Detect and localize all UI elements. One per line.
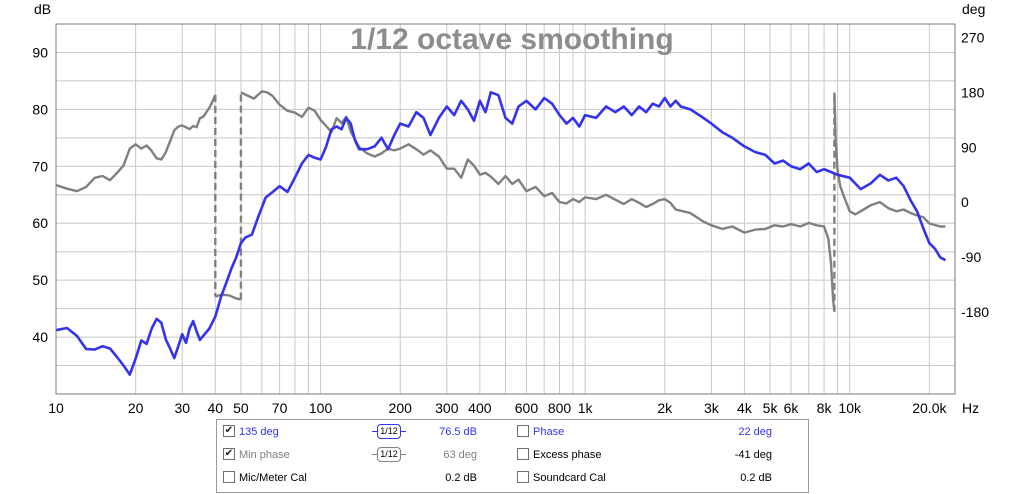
series-layer [55,90,947,376]
legend-label: Soundcard Cal [533,472,606,484]
legend-checkbox[interactable]: ✔ [223,448,235,460]
x-tick-label: 400 [468,400,492,416]
right-axis-unit: deg [962,1,985,17]
smoothing-box: 1/12 [377,447,401,462]
x-tick-label: 10 [48,400,64,416]
right-tick-label: 90 [961,139,977,155]
legend-row: ✔ 135 deg 1/12 76.5 dB Phase 22 deg [217,422,808,440]
legend-value: 0.2 dB [445,472,477,484]
x-tick-label: 40 [207,400,223,416]
smoothing-line [372,454,377,455]
smoothing-line [372,431,377,432]
x-tick-label: 5k [763,400,779,416]
x-tick-label: 600 [515,400,539,416]
x-tick-label: 6k [784,400,800,416]
right-tick-label: -90 [961,249,981,265]
legend-value: 76.5 dB [439,426,477,438]
left-tick-label: 80 [32,101,48,117]
series-min-phase [55,90,946,312]
chart-title: 1/12 octave smoothing [350,23,673,56]
x-tick-label: 70 [272,400,288,416]
x-tick-label: 3k [704,400,720,416]
legend-checkbox[interactable] [517,425,529,437]
frequency-response-chart: 90 80 70 60 50 40 270 180 90 0 -90 -180 10 20 30 40 50… [32,1,989,416]
legend-label: Excess phase [533,449,602,461]
left-tick-label: 40 [32,329,48,345]
x-tick-label: 10k [838,400,862,416]
x-axis-ticks: 10 20 30 40 50 70 100 200 300 400 600 800 1k 2k 3k 4k 5k… [48,400,947,416]
series-line [55,91,947,376]
left-axis-unit: dB [34,1,51,17]
series-line [214,293,242,301]
left-tick-label: 50 [32,272,48,288]
smoothing-line [401,454,406,455]
x-tick-label: 300 [435,400,459,416]
legend-value: 63 deg [443,449,477,461]
left-tick-label: 70 [32,158,48,174]
x-tick-label: 200 [389,400,413,416]
smoothing-indicator[interactable]: 1/12 [372,446,406,462]
x-tick-label: 2k [657,400,673,416]
x-tick-label: 800 [548,400,572,416]
x-tick-label: 1k [578,400,594,416]
x-axis-unit: Hz [962,400,979,416]
left-tick-label: 90 [32,44,48,60]
legend-label: Mic/Meter Cal [239,472,307,484]
x-tick-label: 20 [128,400,144,416]
right-tick-label: -180 [961,304,989,320]
right-tick-label: 270 [961,30,985,46]
legend-row: ✔ Min phase 1/12 63 deg Excess phase -41 deg [217,445,808,463]
legend-value: 22 deg [738,426,772,438]
legend-label: Phase [533,426,565,438]
legend-value: 0.2 dB [740,472,772,484]
legend-checkbox[interactable] [223,471,235,483]
right-axis-ticks: 270 180 90 0 -90 -180 [961,30,989,320]
left-tick-label: 60 [32,215,48,231]
x-tick-label: 4k [737,400,753,416]
x-tick-label: 50 [233,400,249,416]
x-tick-label: 8k [817,400,833,416]
x-tick-label: 20.0k [912,400,947,416]
legend-checkbox[interactable] [517,448,529,460]
legend-row: Mic/Meter Cal 0.2 dB Soundcard Cal 0.2 dB [217,468,808,486]
x-tick-label: 30 [174,400,190,416]
smoothing-line [401,431,406,432]
series-line [55,94,217,193]
legend-value: -41 deg [734,449,772,461]
plot-border [55,23,956,395]
legend-checkbox[interactable] [517,471,529,483]
legend-checkbox[interactable]: ✔ [223,425,235,437]
smoothing-indicator[interactable]: 1/12 [372,423,406,439]
series-line [240,90,836,312]
left-axis-ticks: 90 80 70 60 50 40 [32,44,48,345]
right-tick-label: 180 [961,85,985,101]
legend-label: 135 deg [239,426,279,438]
legend-panel: ✔ 135 deg 1/12 76.5 dB Phase 22 deg ✔ Min phase… [216,419,809,493]
right-tick-label: 0 [961,194,969,210]
series-line [833,92,946,228]
smoothing-box: 1/12 [377,424,401,439]
legend-label: Min phase [239,449,290,461]
x-tick-label: 100 [309,400,333,416]
series-spl-135-deg [55,91,947,376]
